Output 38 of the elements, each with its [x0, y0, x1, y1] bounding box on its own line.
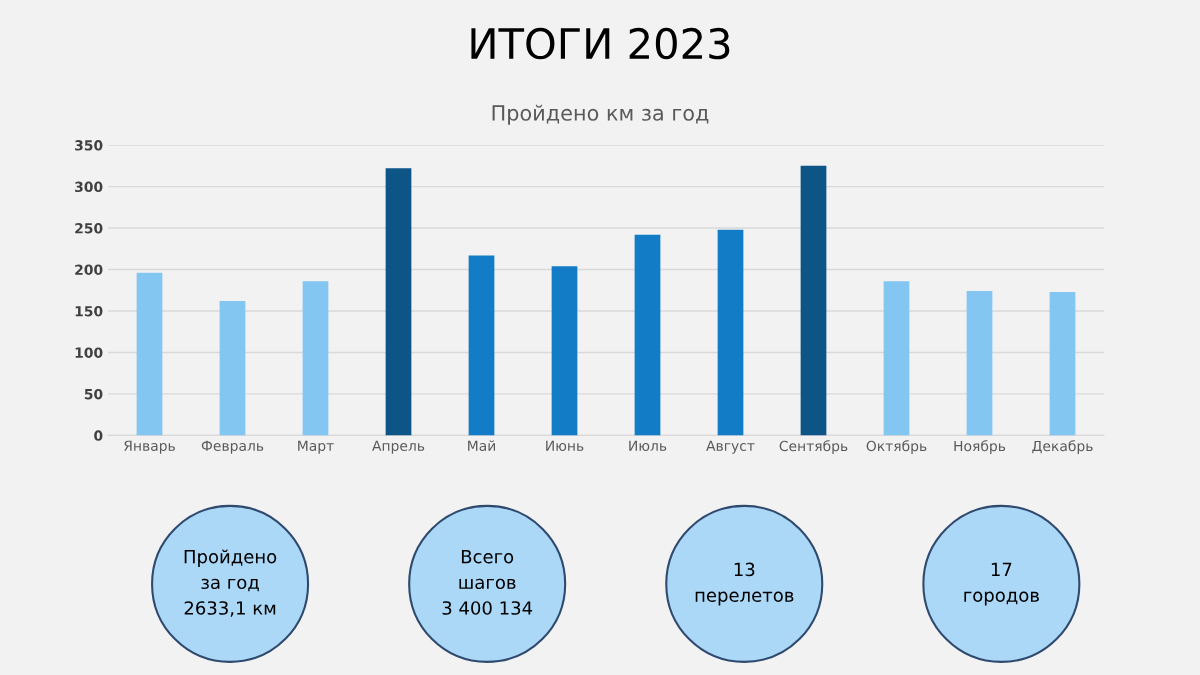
- bar: [966, 291, 993, 436]
- bar: [551, 266, 578, 436]
- x-tick-label: Май: [468, 440, 495, 451]
- x-tick-label: Август: [706, 440, 755, 454]
- x-tick-label: Сентябрь: [779, 440, 848, 454]
- bar: [136, 272, 163, 436]
- y-tick-label: 300: [75, 181, 103, 193]
- x-tick-label: Март: [298, 440, 334, 454]
- y-tick-label: 200: [75, 264, 103, 275]
- text: Пройдено за год 2633,1 км: [184, 549, 277, 617]
- x-tick-label: Февраль: [201, 440, 264, 454]
- x-tick-label: Ноябрь: [954, 440, 1006, 454]
- text: 13 перелетов: [695, 562, 794, 606]
- bar: [800, 165, 827, 436]
- bar: [717, 229, 744, 436]
- bar: [883, 281, 910, 436]
- bar: [634, 234, 661, 436]
- x-tick-label: Июль: [629, 440, 667, 451]
- chart-title: ИТОГИ 2023: [471, 27, 730, 60]
- x-tick-label: Январь: [124, 440, 175, 454]
- y-tick-label: 100: [75, 347, 103, 358]
- bar: [219, 301, 246, 436]
- chart-subtitle: Пройдено км за год: [492, 104, 709, 125]
- y-tick-label: 250: [75, 223, 103, 234]
- x-tick-label: Октябрь: [866, 440, 927, 454]
- bar: [302, 281, 329, 436]
- bar: [1049, 291, 1076, 436]
- text: 17 городов: [964, 562, 1039, 606]
- x-tick-label: Декабрь: [1032, 440, 1093, 454]
- text: Всего шагов 3 400 134: [442, 549, 533, 615]
- x-tick-label: Апрель: [372, 440, 425, 454]
- bar: [385, 168, 412, 436]
- bar: [468, 255, 495, 436]
- y-tick-label: 150: [75, 305, 103, 317]
- y-tick-label: 0: [94, 430, 103, 441]
- x-tick-label: Июнь: [546, 440, 584, 451]
- y-tick-label: 50: [84, 388, 103, 400]
- y-tick-label: 350: [75, 140, 103, 151]
